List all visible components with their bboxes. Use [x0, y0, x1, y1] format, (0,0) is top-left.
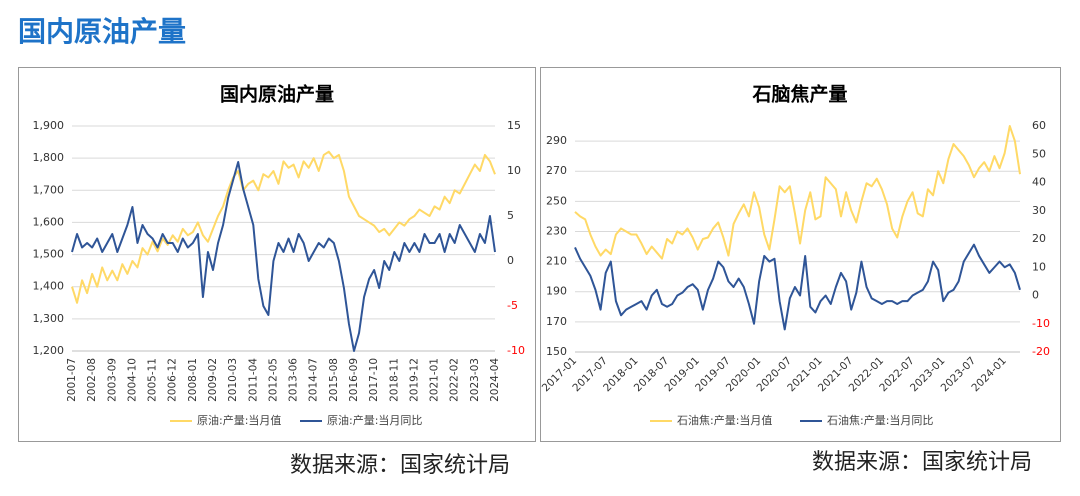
x-tick-label: 2005-11 — [147, 358, 159, 402]
x-tick-label: 2013-06 — [288, 358, 300, 402]
x-tick-label: 2012-05 — [267, 358, 279, 402]
chart-title: 石脑焦产量 — [751, 83, 847, 106]
y2-tick-label: 30 — [1032, 204, 1046, 217]
y2-tick-label: 40 — [1032, 176, 1046, 189]
y-tick-label: 270 — [546, 164, 567, 177]
data-line — [71, 150, 496, 304]
x-tick-label: 2023-03 — [469, 358, 481, 402]
y2-tick-label: 10 — [1032, 260, 1046, 273]
y-tick-label: 230 — [546, 224, 567, 237]
y2-tick-label: -10 — [507, 344, 525, 357]
x-tick-label: 2014-07 — [308, 358, 320, 402]
legend-label: 原油:产量:当月同比 — [327, 413, 422, 427]
x-tick-label: 2010-03 — [227, 358, 239, 402]
y-tick-label: 150 — [546, 345, 567, 358]
y2-tick-label: 5 — [507, 209, 514, 222]
x-tick-label: 2002-08 — [86, 358, 98, 402]
y-tick-label: 290 — [546, 134, 567, 147]
x-tick-label: 2011-04 — [247, 358, 259, 402]
y-tick-label: 210 — [546, 255, 567, 268]
y-tick-label: 1,600 — [33, 215, 65, 228]
source-note: 数据来源：国家统计局 — [290, 453, 510, 478]
x-tick-label: 2006-12 — [167, 358, 179, 402]
left-panel — [18, 67, 536, 442]
y-tick-label: 1,800 — [33, 151, 65, 164]
x-tick-label: 2001-07 — [66, 358, 78, 402]
y2-tick-label: 0 — [507, 254, 514, 267]
y-tick-label: 1,700 — [33, 183, 65, 196]
x-tick-label: 2015-08 — [328, 358, 340, 402]
y-tick-label: 190 — [546, 285, 567, 298]
x-tick-label: 2022-02 — [449, 358, 461, 402]
x-tick-label: 2021-01 — [429, 358, 441, 402]
y2-tick-label: -5 — [507, 299, 518, 312]
x-tick-label: 2024-04 — [489, 358, 501, 402]
y2-tick-label: -10 — [1032, 317, 1050, 330]
chart-title: 国内原油产量 — [220, 83, 334, 106]
y-tick-label: 250 — [546, 194, 567, 207]
data-line — [574, 125, 1021, 260]
x-tick-label: 2004-10 — [126, 358, 138, 402]
source-note: 数据来源：国家统计局 — [812, 450, 1032, 475]
x-tick-label: 2018-11 — [388, 358, 400, 402]
x-tick-label: 2008-01 — [187, 358, 199, 402]
x-tick-label: 2017-10 — [368, 358, 380, 402]
y-tick-label: 1,200 — [33, 344, 65, 357]
legend-label: 原油:产量:当月值 — [197, 413, 281, 427]
data-line — [574, 243, 1021, 331]
page-heading: 国内原油产量 — [18, 15, 186, 48]
y2-tick-label: 50 — [1032, 147, 1046, 160]
data-line — [71, 161, 496, 352]
x-tick-label: 2019-12 — [408, 358, 420, 402]
y-tick-label: 1,300 — [33, 312, 65, 325]
y-tick-label: 1,400 — [33, 280, 65, 293]
legend-label: 石油焦:产量:当月同比 — [827, 413, 933, 427]
x-tick-label: 2009-02 — [207, 358, 219, 402]
y-tick-label: 1,500 — [33, 248, 65, 261]
legend-label: 石油焦:产量:当月值 — [677, 413, 772, 427]
x-tick-label: 2016-09 — [348, 358, 360, 402]
y-tick-label: 1,900 — [33, 119, 65, 132]
y2-tick-label: 20 — [1032, 232, 1046, 245]
x-tick-label: 2003-09 — [106, 358, 118, 402]
right-panel — [540, 67, 1061, 442]
y2-tick-label: -20 — [1032, 345, 1050, 358]
y2-tick-label: 10 — [507, 164, 521, 177]
y2-tick-label: 15 — [507, 119, 521, 132]
y2-tick-label: 60 — [1032, 119, 1046, 132]
y-tick-label: 170 — [546, 315, 567, 328]
y2-tick-label: 0 — [1032, 289, 1039, 302]
